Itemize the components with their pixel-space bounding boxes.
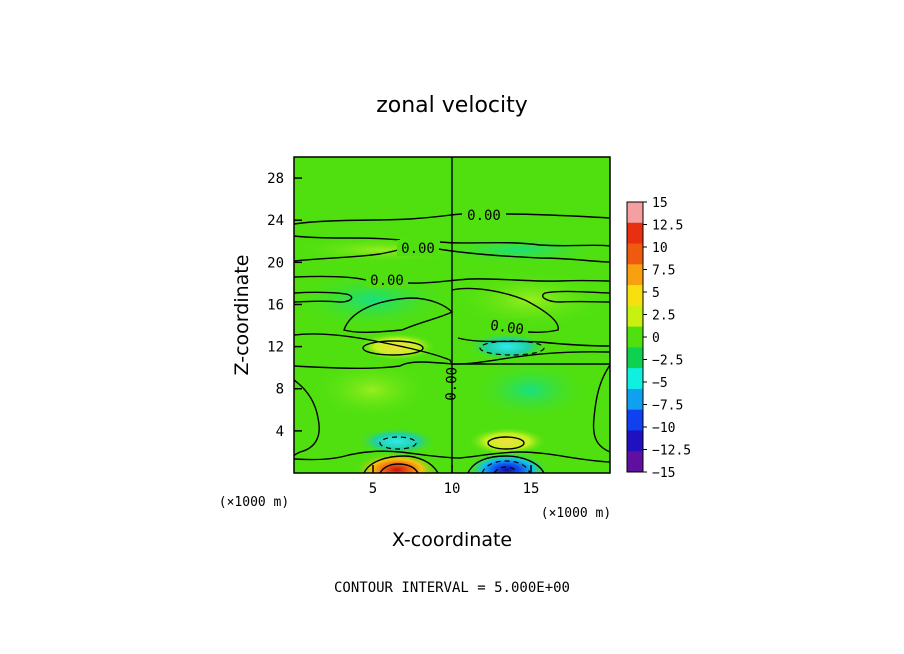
contour-label: 0.00 <box>443 367 460 401</box>
contour-label-bg <box>462 207 506 223</box>
y-tick-label: 4 <box>276 424 284 440</box>
colorbar-swatch <box>627 347 643 369</box>
colorbar-swatch <box>627 388 643 411</box>
chart-title: zonal velocity <box>376 93 528 118</box>
contour-line <box>453 351 610 365</box>
contour-line <box>379 463 419 473</box>
x-tick-label: 5 <box>369 481 377 497</box>
contour-line <box>294 450 610 463</box>
contour-label-bg <box>366 272 408 288</box>
contour-label: 0.00 <box>489 318 525 339</box>
field-band <box>312 360 432 420</box>
colorbar-swatch <box>627 264 643 286</box>
contour-line <box>294 275 367 281</box>
anomaly-blob <box>356 427 437 456</box>
anomaly-blob <box>467 427 548 456</box>
contour-line <box>592 364 610 453</box>
colorbar-label: 15 <box>652 196 668 211</box>
colorbar-swatch <box>627 409 643 431</box>
contour-lines <box>294 157 610 473</box>
anomaly-blob <box>354 451 439 473</box>
contour-line <box>362 340 424 356</box>
plot-field <box>294 157 610 473</box>
colorbar-label: 5 <box>652 286 660 301</box>
colorbar-label: 12.5 <box>652 219 683 234</box>
colorbar-label: 0 <box>652 331 660 346</box>
y-axis-label: Z-coordinate <box>231 255 253 376</box>
colorbar-label: 10 <box>652 241 668 256</box>
colorbar: 15 12.5 10 7.5 5 2.5 0 −2.5 −5 −7.5 −10 −12.5 −15 <box>626 196 691 481</box>
anomaly-blob <box>467 332 548 361</box>
colorbar-label: −5 <box>652 376 668 391</box>
anomaly-blob <box>356 332 437 361</box>
contour-interval-note: CONTOUR INTERVAL = 5.000E+00 <box>334 580 570 596</box>
negative-contour-line <box>493 466 519 473</box>
contour-line <box>542 290 610 303</box>
x-axis-ticks: 5 10 15 <box>369 465 540 497</box>
colorbar-label: 2.5 <box>652 309 675 324</box>
contour-line <box>294 235 401 241</box>
contour-label-group: 0.00 0.00 0.00 0.00 0.00 <box>366 207 528 401</box>
contour-line <box>487 436 525 450</box>
field-band <box>294 270 452 330</box>
y-axis-ticks: 4 8 12 16 20 24 28 <box>267 171 302 440</box>
y-tick-label: 8 <box>276 382 284 398</box>
colorbar-label: −10 <box>652 421 675 436</box>
negative-contour-line <box>479 340 545 356</box>
field-band <box>450 270 610 330</box>
negative-contour-line <box>379 436 417 450</box>
x-tick-label: 15 <box>523 481 540 497</box>
colorbar-swatch <box>627 285 643 307</box>
y-tick-label: 28 <box>267 171 284 187</box>
y-tick-label: 20 <box>267 255 284 271</box>
negative-contours <box>379 340 545 473</box>
y-tick-label: 16 <box>267 297 284 313</box>
colorbar-swatch <box>627 451 643 473</box>
colorbar-label: −15 <box>652 466 675 481</box>
colorbar-label: −12.5 <box>652 444 691 459</box>
x-tick-label: 10 <box>444 481 461 497</box>
contour-label-bg <box>486 319 528 335</box>
x-axis-label: X-coordinate <box>392 529 512 551</box>
contour-line <box>294 379 320 457</box>
contour-line <box>451 287 559 333</box>
contour-label-bg <box>397 240 439 256</box>
contour-line <box>467 455 545 473</box>
contour-label: 0.00 <box>401 241 435 257</box>
contour-line <box>294 291 353 303</box>
colorbar-swatch <box>627 222 643 245</box>
x-unit-label: (×1000 m) <box>541 506 611 521</box>
contour-line <box>439 241 610 247</box>
contour-line <box>294 249 399 262</box>
contour-line <box>294 213 463 225</box>
z-unit-label: (×1000 m) <box>219 495 289 510</box>
colorbar-swatch <box>627 368 643 390</box>
contour-line <box>437 248 610 263</box>
contour-line <box>294 333 454 369</box>
colorbar-label: −7.5 <box>652 399 683 414</box>
contour-line <box>363 455 439 473</box>
y-tick-label: 24 <box>267 213 284 229</box>
anomaly-blob <box>465 451 550 473</box>
colorbar-swatch <box>627 243 643 265</box>
contour-line <box>407 278 610 284</box>
field-band <box>470 360 590 420</box>
contour-line <box>505 213 610 219</box>
y-tick-label: 12 <box>267 340 284 356</box>
negative-contour-line <box>481 460 531 473</box>
colorbar-swatch <box>627 430 643 452</box>
contour-label: 0.00 <box>370 273 404 289</box>
colorbar-label: 7.5 <box>652 264 675 279</box>
colorbar-swatch <box>627 326 643 348</box>
colorbar-label: −2.5 <box>652 354 683 369</box>
contour-line <box>457 337 610 347</box>
colorbar-swatch <box>627 202 643 224</box>
contour-label: 0.00 <box>467 208 501 224</box>
colorbar-swatch <box>627 305 643 328</box>
